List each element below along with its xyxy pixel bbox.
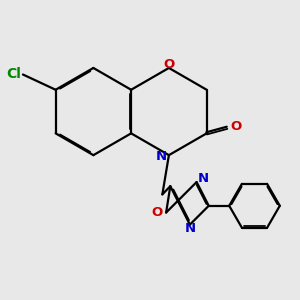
Text: N: N — [198, 172, 209, 184]
Text: O: O — [152, 206, 163, 220]
Text: O: O — [163, 58, 175, 71]
Text: Cl: Cl — [6, 67, 21, 81]
Text: O: O — [230, 120, 242, 134]
Text: N: N — [184, 222, 195, 235]
Text: N: N — [156, 149, 167, 163]
